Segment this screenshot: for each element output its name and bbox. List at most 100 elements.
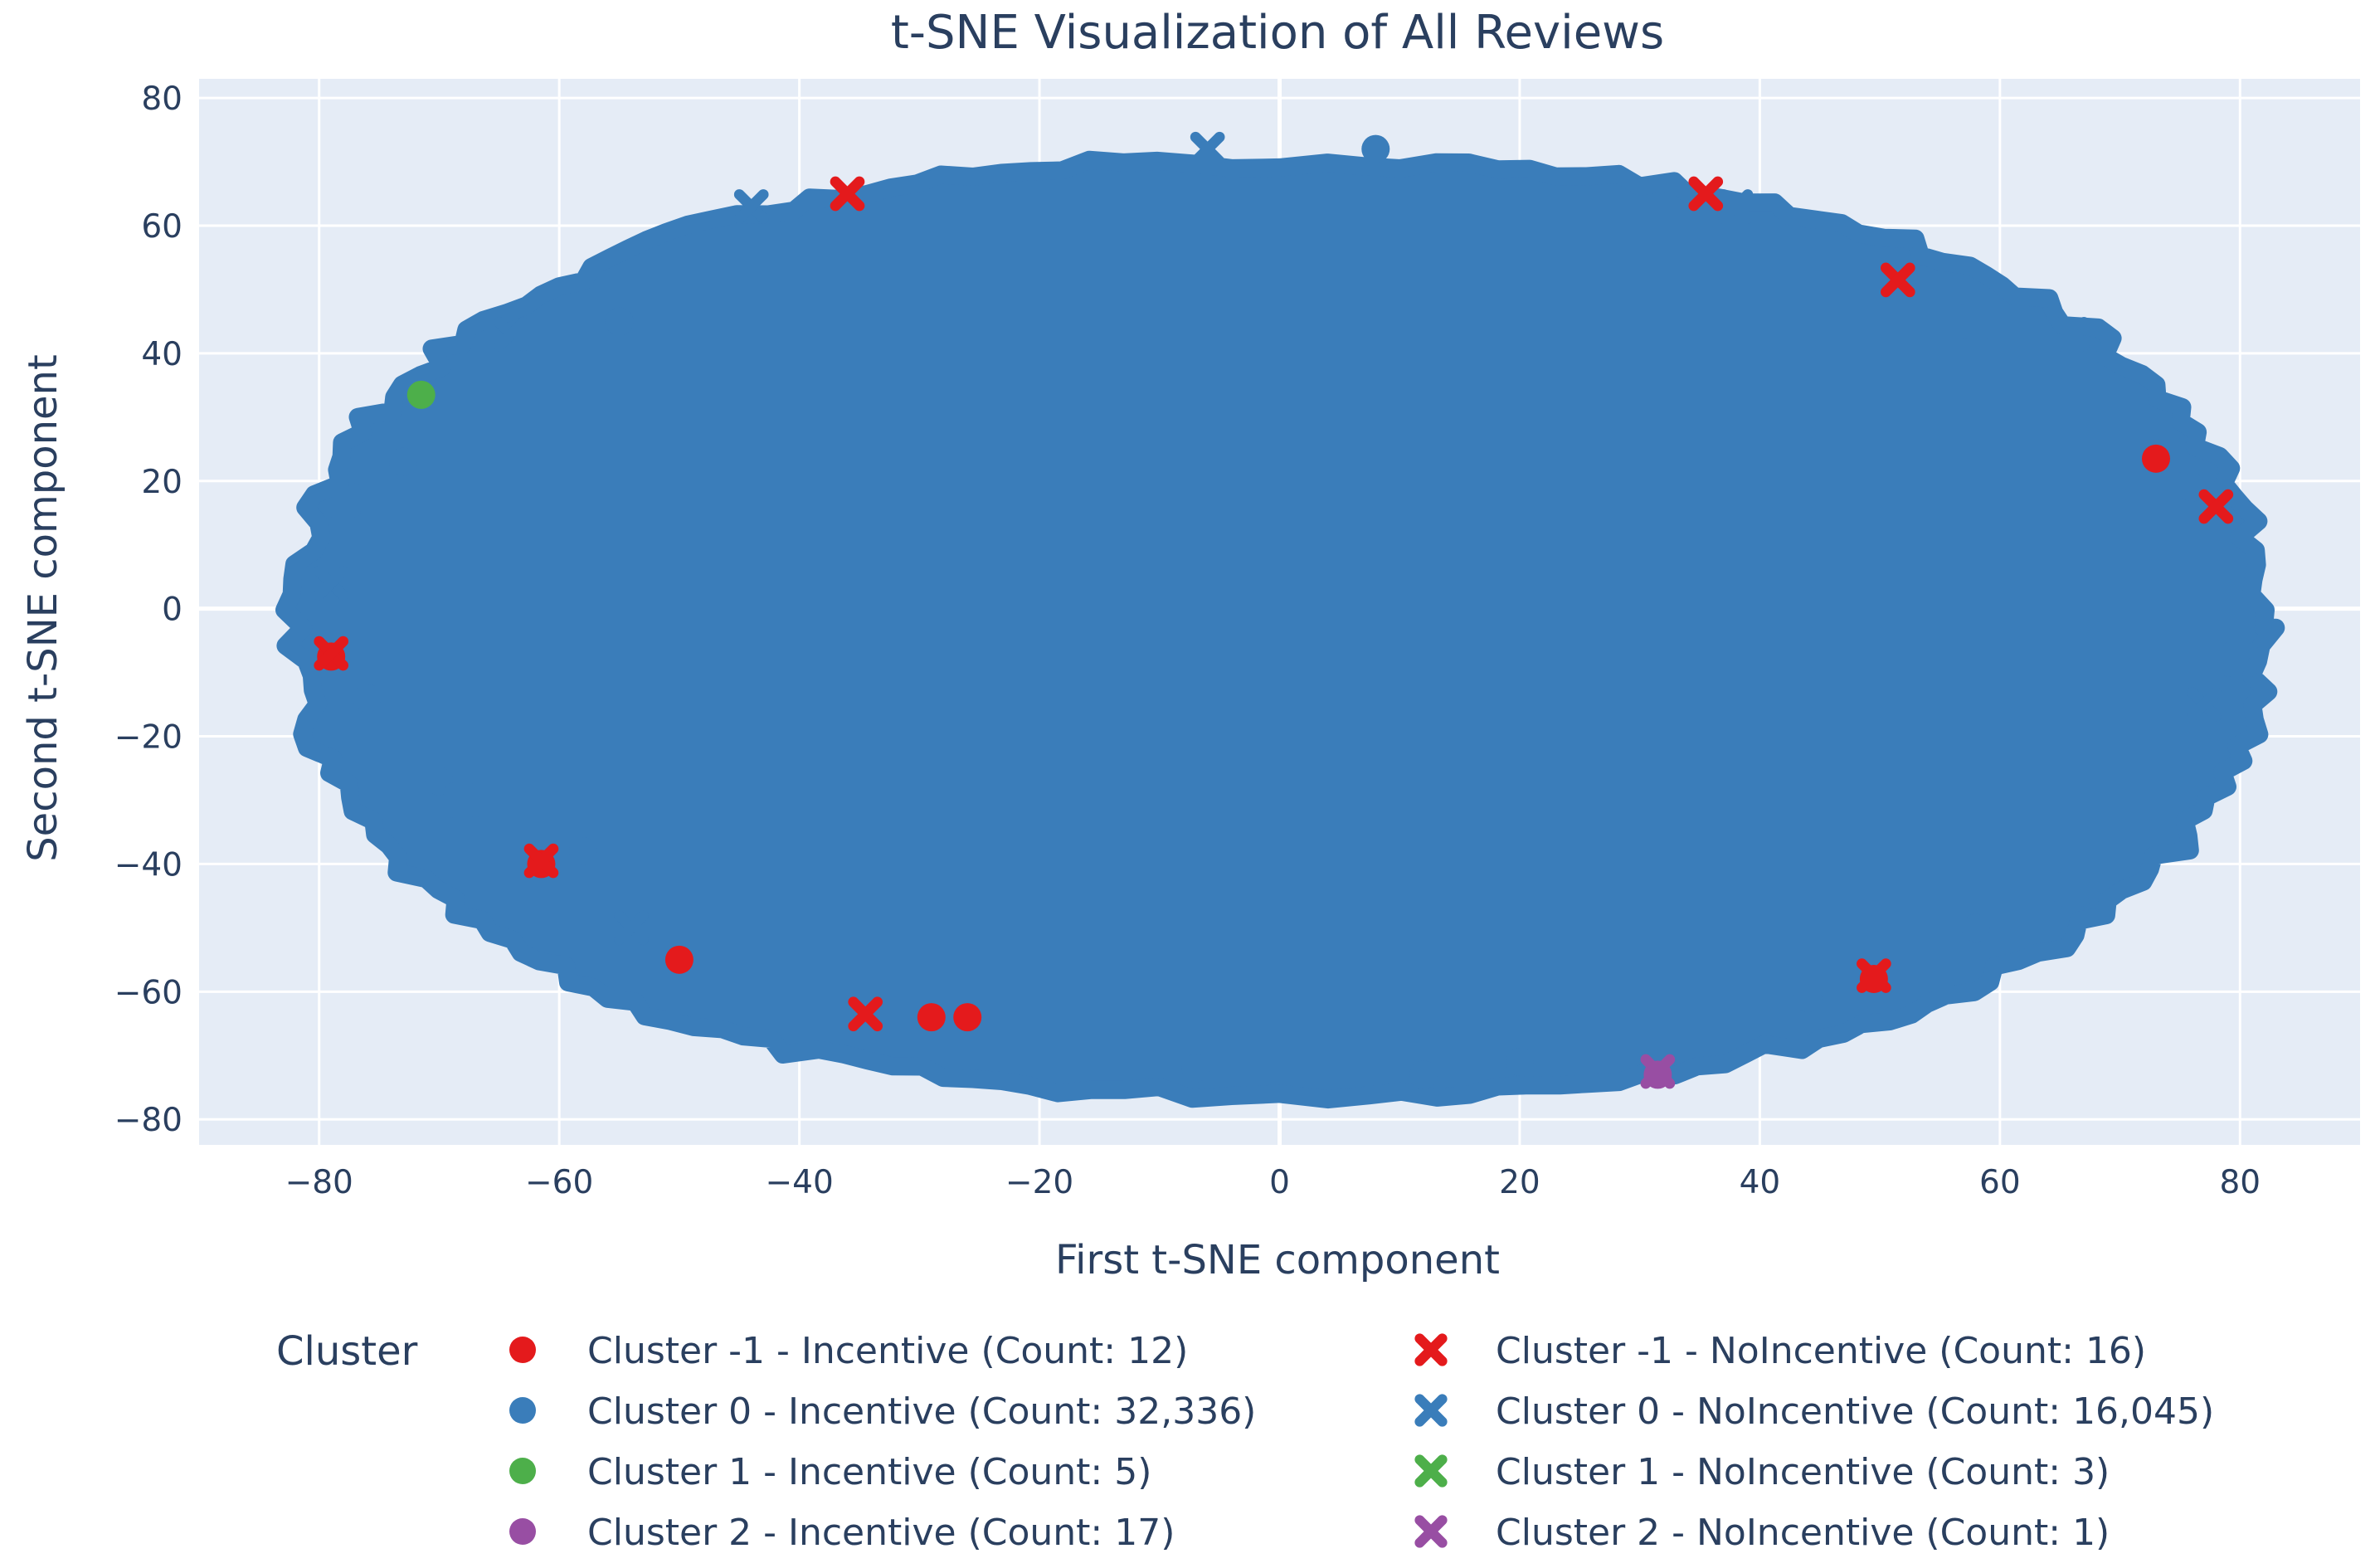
data-point [389,447,418,476]
y-tick-label: −80 [114,1102,183,1139]
data-point [614,910,649,946]
y-tick-label: 80 [141,80,183,118]
data-point [1718,189,1754,224]
data-point [314,566,349,601]
data-point [1959,304,1993,339]
y-tick-label: 0 [162,592,183,629]
marker-stroke [523,843,559,879]
legend-circle-marker [509,1337,536,1363]
legend-label: Cluster 0 - Incentive (Count: 32,336) [587,1390,1256,1433]
legend-label: Cluster 0 - NoIncentive (Count: 16,045) [1496,1390,2214,1433]
legend-label: Cluster 2 - NoIncentive (Count: 1) [1496,1512,2110,1554]
legend-circle-marker [509,1397,536,1424]
data-point [953,1003,982,1032]
legend-item: Cluster 0 - NoIncentive (Count: 16,045) [1414,1390,2214,1433]
data-point [605,307,634,336]
data-point [664,945,694,974]
legend-item: Cluster 1 - NoIncentive (Count: 3) [1414,1451,2110,1493]
data-point [569,837,598,866]
marker-stroke [1959,304,1993,339]
x-tick-label: 0 [1269,1164,1290,1201]
x-tick-label: 60 [1979,1164,2021,1201]
x-tick-label: 20 [1499,1164,1540,1201]
data-point [1181,1054,1210,1083]
chart-title: t-SNE Visualization of All Reviews [891,6,1664,60]
marker-stroke [2222,642,2258,678]
data-point [1409,1060,1438,1089]
legend-title: Cluster [276,1328,418,1375]
legend-label: Cluster 1 - NoIncentive (Count: 3) [1496,1451,2110,1493]
data-point [2141,444,2170,473]
x-tick-label: 40 [1740,1164,1781,1201]
data-point [445,782,481,818]
legend-item: Cluster -1 - Incentive (Count: 12) [509,1330,1188,1372]
cluster-0-dense-region [275,150,2285,1109]
marker-stroke [325,483,361,518]
marker-stroke [494,316,529,352]
y-tick-label: 60 [141,208,183,246]
data-point [1190,131,1225,167]
data-point [353,684,382,713]
scatter-points [314,131,2258,1089]
legend-x-marker [1414,1454,1448,1488]
legend-label: Cluster 1 - Incentive (Count: 5) [587,1451,1151,1493]
data-point [1505,1047,1534,1076]
data-point [2187,687,2222,722]
marker-stroke [314,566,349,601]
data-point [1961,913,1990,942]
marker-stroke [2198,489,2234,524]
marker-stroke [1640,1054,1676,1089]
legend-item: Cluster 2 - NoIncentive (Count: 1) [1414,1512,2110,1554]
marker-stroke [314,635,349,671]
marker-stroke [1414,1515,1448,1548]
data-point [1793,984,1823,1013]
data-point [2222,642,2258,678]
legend-x-marker [1414,1515,1448,1548]
y-tick-label: −40 [114,846,183,884]
marker-stroke [830,176,865,212]
data-point [917,1003,946,1032]
x-tick-labels: −80 −60 −40 −20 0 20 40 60 80 [285,1164,2261,1201]
x-tick-label: −80 [285,1164,353,1201]
marker-stroke [2054,316,2090,352]
legend-circle-marker [509,1518,536,1545]
marker-stroke [445,782,481,818]
legend-item: Cluster 0 - Incentive (Count: 32,336) [509,1390,1256,1433]
marker-stroke [1688,176,1724,212]
x-tick-label: −60 [525,1164,593,1201]
data-point [1688,176,1724,212]
y-tick-labels: −80 −60 −40 −20 0 20 40 60 80 [114,80,183,1139]
data-point [1640,1054,1676,1089]
data-point [1880,262,1915,298]
data-point [2054,316,2090,352]
marker-stroke [1414,1394,1448,1427]
cluster-0-point-cloud [275,150,2285,1109]
data-point [325,483,361,518]
marker-stroke [1414,1333,1448,1366]
data-point [848,996,883,1032]
marker-stroke [1190,131,1225,167]
legend-label: Cluster -1 - NoIncentive (Count: 16) [1496,1330,2146,1372]
data-point [523,843,559,879]
data-point [733,189,769,224]
data-point [1857,958,1891,993]
legend-label: Cluster 2 - Incentive (Count: 17) [587,1512,1175,1554]
marker-stroke [733,189,769,224]
y-axis-title: Second t-SNE component [20,354,66,862]
marker-stroke [1718,189,1754,224]
y-tick-label: −60 [114,974,183,1011]
marker-stroke [2054,872,2090,908]
legend-item: Cluster 2 - Incentive (Count: 17) [509,1512,1175,1554]
marker-stroke [1414,1454,1448,1488]
legend: Cluster Cluster -1 - Incentive (Count: 1… [276,1328,2214,1554]
y-tick-label: 40 [141,336,183,373]
y-tick-label: 20 [141,464,183,501]
data-point [494,316,529,352]
data-point [2198,489,2234,524]
legend-items: Cluster -1 - Incentive (Count: 12) Cluste… [509,1330,2214,1554]
marker-stroke [1857,958,1891,993]
legend-circle-marker [509,1458,536,1484]
legend-item: Cluster -1 - NoIncentive (Count: 16) [1414,1330,2146,1372]
data-point [2054,872,2090,908]
